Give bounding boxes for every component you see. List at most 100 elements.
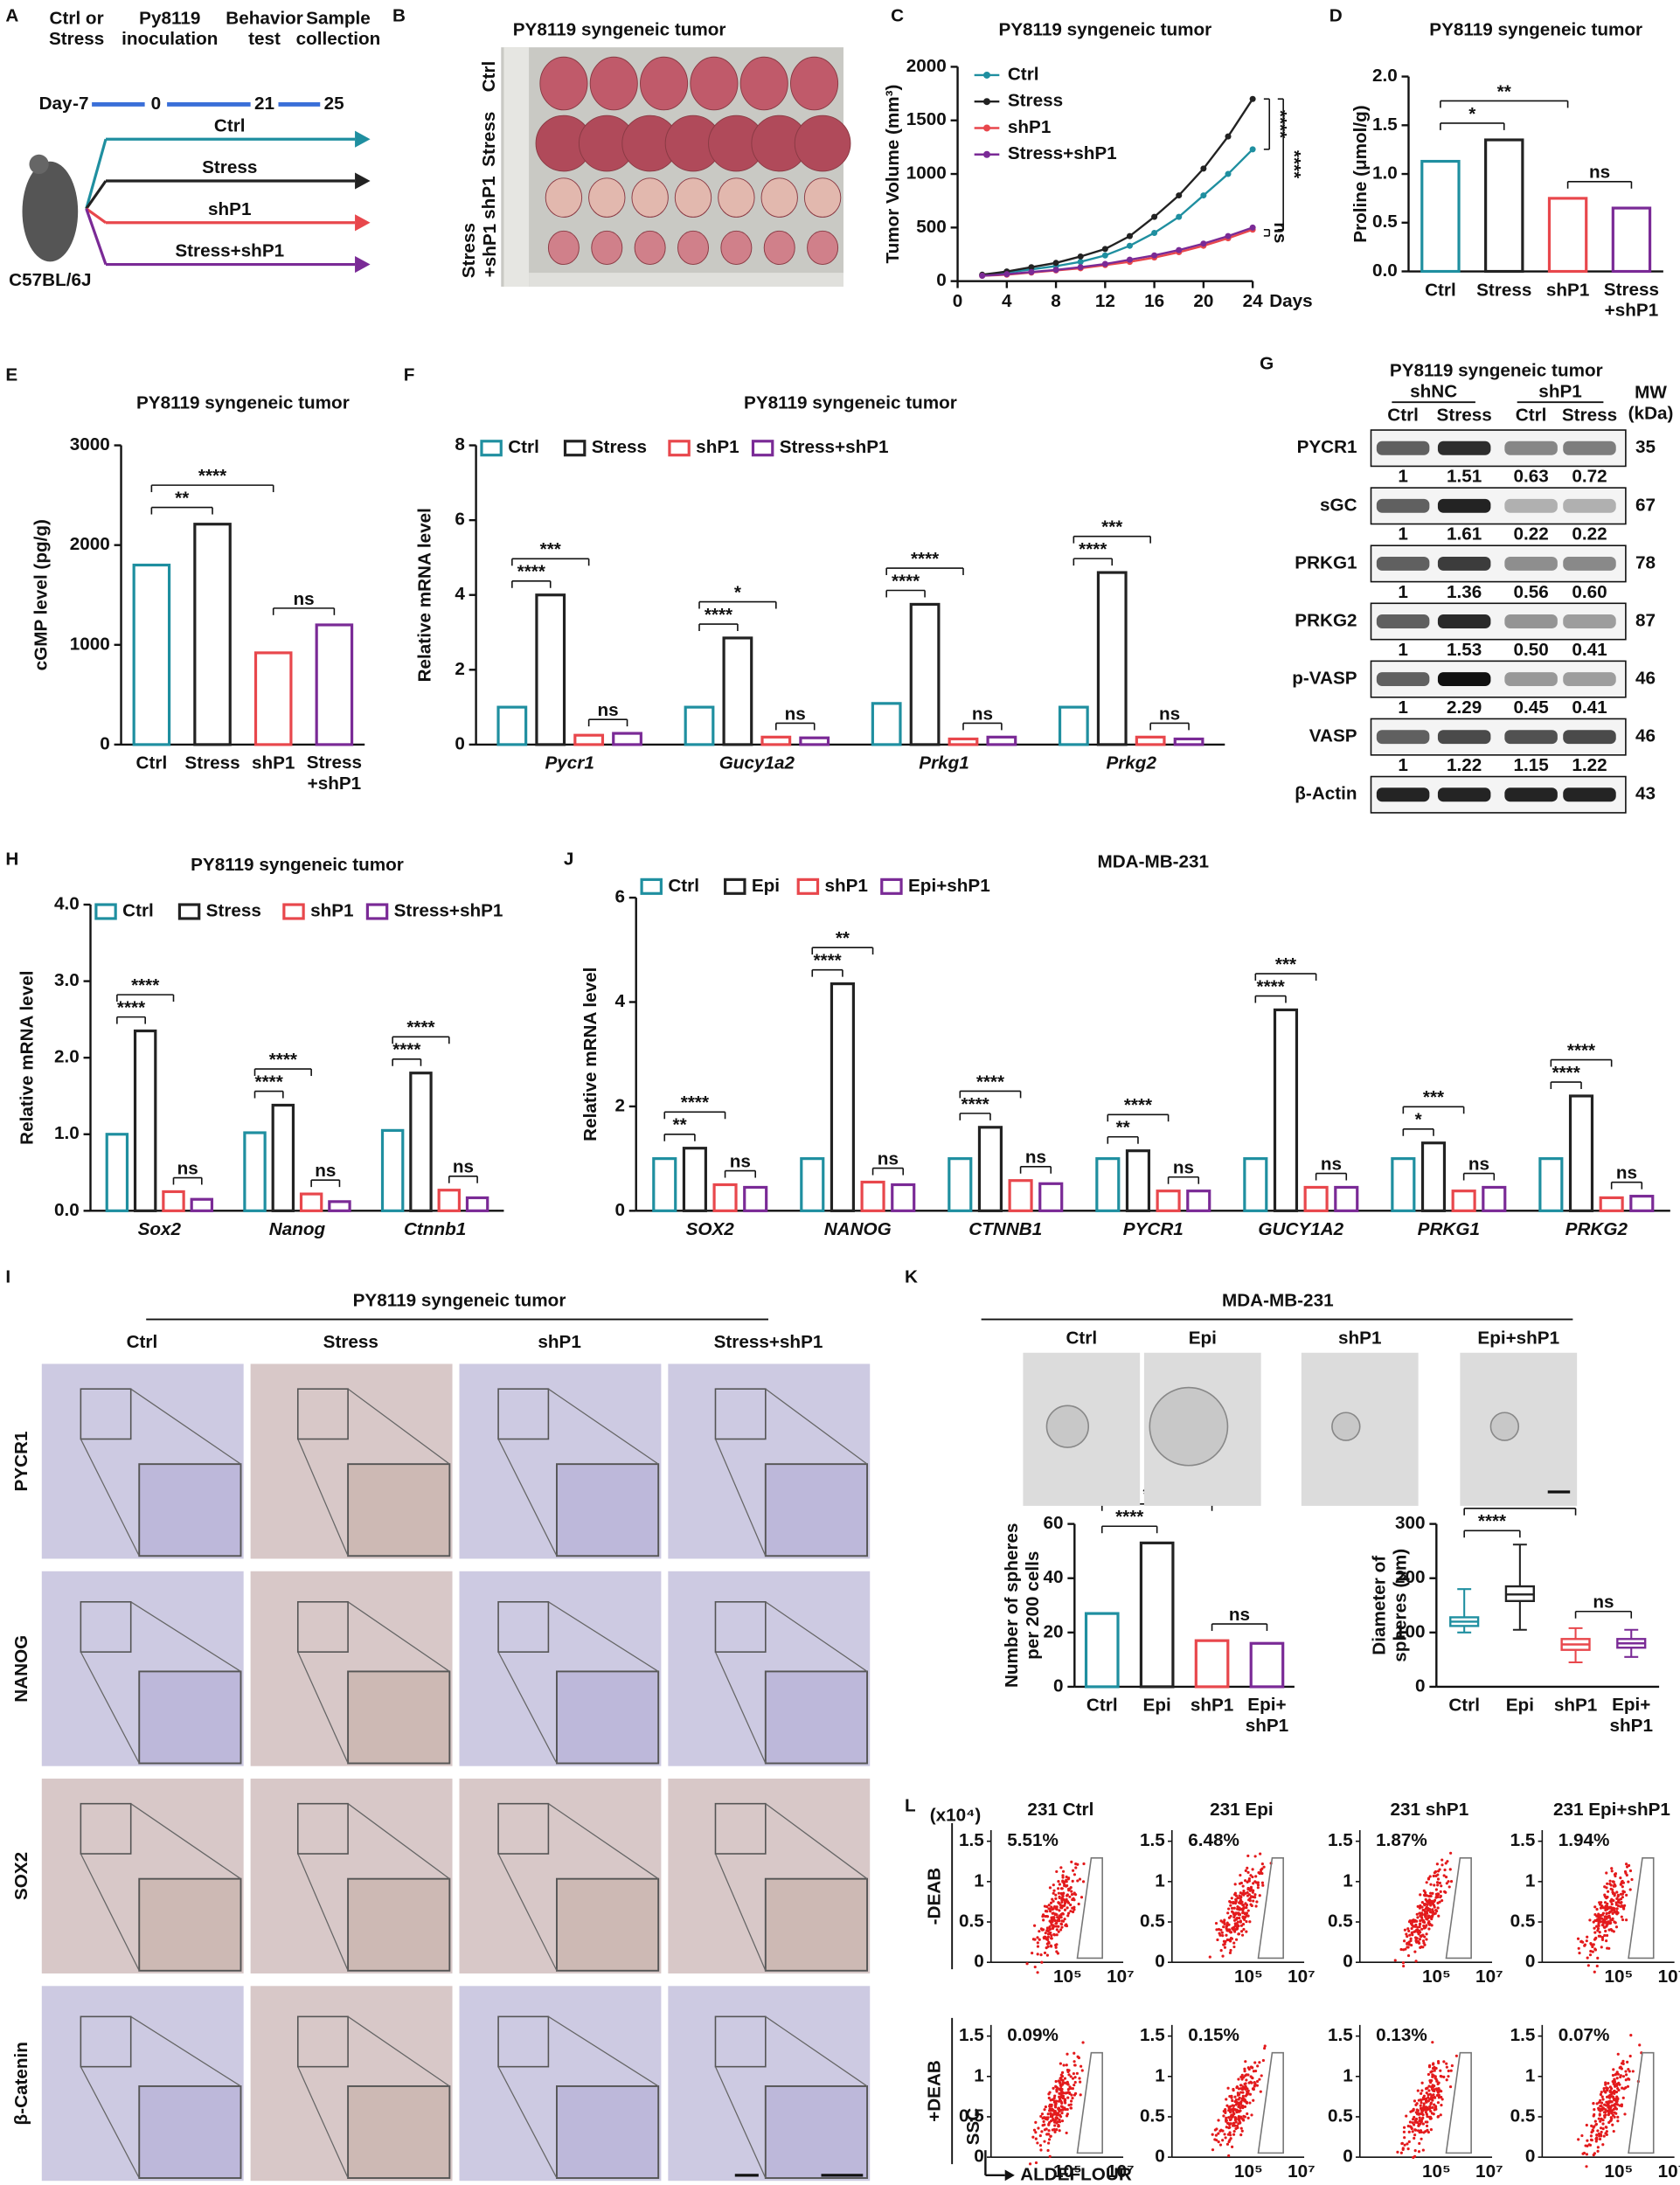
event-dot [1066,2088,1070,2091]
event-dot [1422,2094,1427,2098]
event-dot [1071,2096,1074,2100]
event-dot [1048,1886,1052,1890]
bar [1303,1185,1329,1212]
event-dot [1614,2107,1619,2111]
significance: ns [730,1151,751,1171]
event-dot [1237,2092,1241,2097]
event-dot [1416,1904,1420,1908]
event-dot [1230,1937,1234,1940]
bar [612,732,642,746]
significance: **** [1552,1063,1581,1083]
event-dot [1427,2093,1430,2097]
band [1563,614,1616,628]
event-dot [1246,1894,1250,1897]
event-dot [1235,1925,1239,1930]
x-tick-label: Epi+ shP1 [1246,1696,1288,1737]
bar [162,1190,185,1212]
event-dot [1619,1883,1622,1886]
event-dot [1444,1862,1447,1865]
event-dot [1252,1899,1255,1903]
event-dot [1219,1928,1223,1932]
event-dot [1039,1953,1043,1957]
event-dot [1073,1873,1077,1876]
y-tick-label: 500 [916,217,947,237]
event-dot [1427,1922,1431,1925]
tumor [760,177,798,218]
event-dot [1426,2120,1429,2124]
significance: **** [406,1017,435,1037]
event-dot [1217,1927,1221,1932]
event-dot [1045,2127,1048,2131]
event-dot [1047,2129,1051,2133]
event-dot [1052,1891,1055,1895]
zoom-box [296,1802,349,1855]
event-dot [1432,1874,1435,1878]
panel-label: D [1329,6,1343,26]
event-dot [1412,2107,1415,2111]
event-dot [1602,2134,1606,2138]
event-dot [1222,1925,1225,1929]
event-dot [1610,2087,1614,2091]
event-dot [1415,1919,1419,1923]
x-tick-label: Ctnnb1 [404,1219,466,1239]
event-dot [1057,1879,1060,1883]
event-dot [1058,1909,1061,1912]
event-dot [1061,2108,1065,2112]
event-dot [1411,2130,1414,2133]
sphere [1149,1386,1229,1467]
event-dot [1621,1885,1624,1889]
event-dot [1052,2099,1057,2103]
chart-title: PY8119 syngeneic tumor [744,392,957,413]
legend-label: Stress+shP1 [394,900,503,920]
event-dot [1440,1884,1443,1888]
event-dot [1628,2070,1631,2073]
event-dot [1058,2110,1061,2113]
event-dot [1638,2043,1642,2047]
point [1151,252,1158,259]
zoom-line [765,1601,868,1672]
event-dot [1591,1950,1594,1953]
ihc-column: Stress+shP1 [714,1332,823,1352]
x-tick-label: Stress +shP1 [307,753,362,794]
event-dot [1614,1872,1618,1876]
event-dot [1234,1938,1239,1941]
tumor [545,177,583,218]
event-dot [1242,2114,1246,2118]
event-dot [1439,1890,1442,1893]
event-dot [1048,1925,1052,1929]
event-dot [1058,1901,1061,1905]
event-dot [1232,1911,1235,1915]
event-dot [1440,1863,1444,1867]
event-dot [1057,1918,1060,1921]
flow-ytick: 1 [974,1870,984,1890]
event-dot [1055,2099,1059,2103]
event-dot [1031,2135,1035,2139]
event-dot [1420,1901,1424,1904]
flow-ytick: 0 [1155,2147,1165,2167]
y-tick-label: 1000 [70,634,110,654]
legend-label: Ctrl [1008,64,1039,84]
event-dot [1422,1920,1427,1925]
event-dot [1047,2141,1051,2145]
bar [986,735,1017,746]
event-dot [1056,2120,1059,2124]
significance: **** [1567,1040,1596,1060]
event-dot [1421,1946,1425,1949]
event-dot [1592,2101,1595,2105]
bar [682,1147,707,1212]
event-dot [1434,2105,1438,2109]
event-dot [1616,2052,1620,2056]
event-dot [1431,2073,1434,2077]
panel-label: H [5,850,18,870]
event-dot [1037,2126,1040,2130]
event-dot [1231,2098,1234,2103]
event-dot [1245,1911,1248,1915]
event-dot [1253,2082,1257,2085]
event-dot [1054,2079,1058,2084]
event-dot [1437,1914,1440,1918]
band [1563,556,1616,571]
band-quant: 0.22 [1572,524,1607,545]
event-dot [1593,1926,1596,1930]
event-dot [1249,1903,1253,1906]
event-dot [1261,2058,1265,2063]
